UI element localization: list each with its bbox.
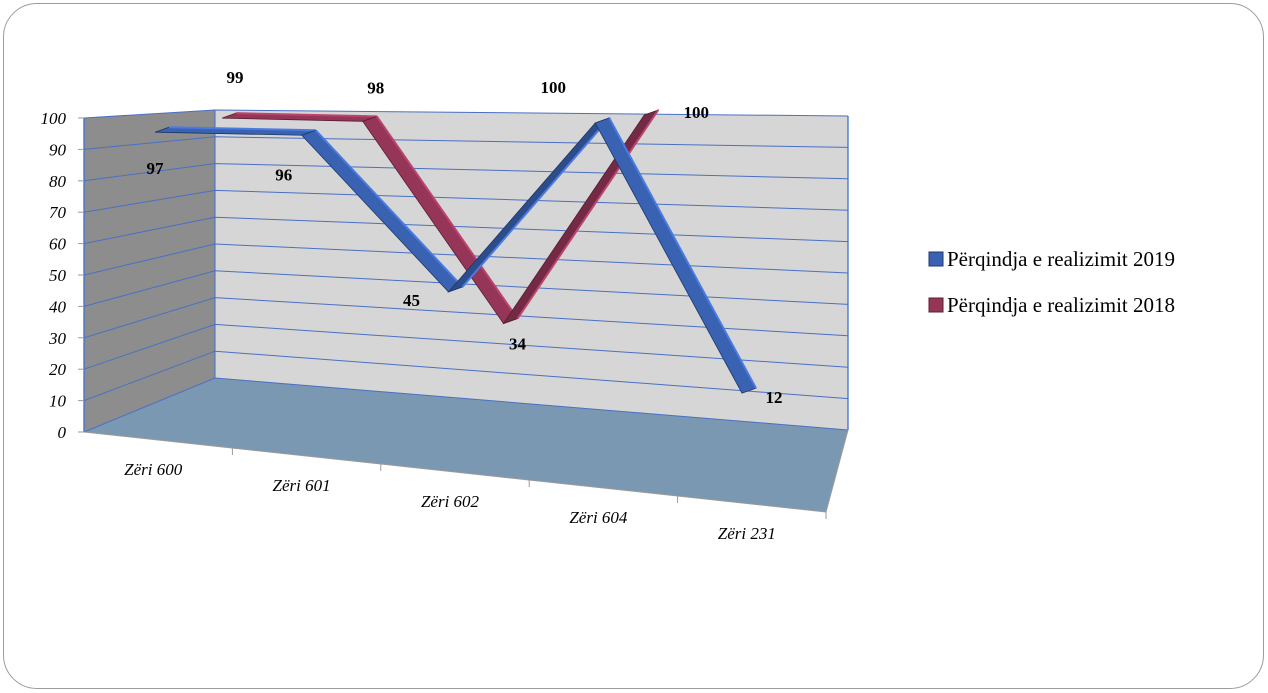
x-axis-ticks: Zëri 600 Zëri 601 Zëri 602 Zëri 604 Zëri 231 [124, 448, 827, 543]
ribbon-top-edge [608, 117, 757, 389]
chart-walls [84, 110, 848, 512]
series-ribbons [154, 109, 757, 394]
y-tick-label: 70 [49, 203, 67, 222]
y-axis-ticks: 0 10 20 30 40 50 60 70 80 90 100 [41, 109, 84, 442]
data-label: 45 [403, 291, 420, 310]
axis-lines [83, 110, 849, 513]
legend-swatch [928, 297, 944, 313]
data-label: 12 [766, 388, 783, 407]
x-tick-label: Zëri 604 [569, 508, 628, 527]
y-tick-label: 40 [49, 297, 67, 316]
legend-label: Përqindja e realizimit 2018 [947, 293, 1175, 317]
y-tick-label: 80 [49, 172, 67, 191]
data-label: 96 [275, 165, 292, 184]
y-tick-label: 30 [48, 329, 67, 348]
x-tick-label: Zëri 602 [421, 492, 480, 511]
y-tick-label: 0 [58, 423, 67, 442]
x-tick-label: Zëri 600 [124, 460, 183, 479]
legend: Përqindja e realizimit 2019 Përqindja e r… [928, 247, 1175, 317]
x-tick-label: Zëri 601 [273, 476, 331, 495]
data-labels: 99 98 34 100 97 96 45 100 12 [147, 68, 783, 407]
back-wall [215, 110, 848, 430]
legend-swatch [928, 251, 944, 267]
slide-frame [3, 3, 1264, 689]
ribbon-top-edge [235, 112, 377, 118]
y-tick-label: 60 [49, 235, 67, 254]
x-tick-label: Zëri 231 [718, 524, 776, 543]
floor-right-edge [825, 429, 849, 513]
y-tick-label: 100 [41, 109, 67, 128]
chart-floor [84, 378, 848, 512]
legend-label: Përqindja e realizimit 2019 [947, 247, 1175, 271]
side-wall [84, 110, 215, 432]
y-tick-label: 20 [49, 360, 67, 379]
data-label: 98 [367, 78, 384, 97]
y-tick-label: 10 [49, 392, 67, 411]
ribbon-top-edge [315, 129, 464, 288]
data-label: 100 [684, 103, 710, 122]
data-label: 97 [147, 159, 165, 178]
x-axis-line [83, 431, 827, 513]
y-tick-label: 90 [49, 140, 67, 159]
y-tick-label: 50 [49, 266, 67, 285]
ribbon-top-edge [375, 115, 519, 320]
data-label: 34 [509, 335, 527, 354]
data-label: 99 [227, 68, 244, 87]
data-label: 100 [541, 78, 567, 97]
ribbon-top-edge [168, 126, 316, 132]
ribbon-top-edge [516, 109, 660, 320]
ribbon-top-edge [461, 117, 611, 288]
